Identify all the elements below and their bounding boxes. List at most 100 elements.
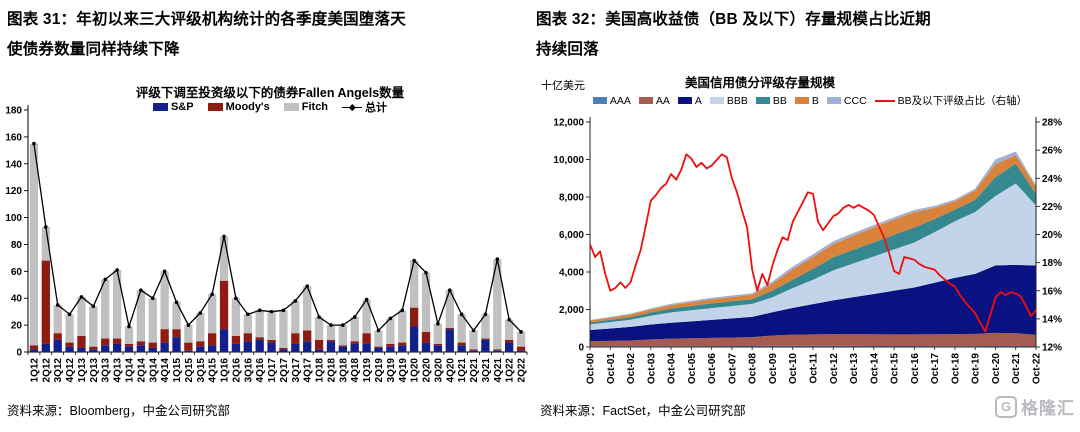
legend-swatch <box>709 97 724 104</box>
svg-text:120: 120 <box>5 186 22 197</box>
svg-text:4Q13: 4Q13 <box>113 358 124 383</box>
svg-text:2Q18: 2Q18 <box>326 358 337 383</box>
svg-text:2Q17: 2Q17 <box>279 358 290 383</box>
svg-text:Oct-07: Oct-07 <box>727 353 738 385</box>
legend-label: B <box>811 94 819 107</box>
left-chart-title: 评级下调至投资级以下的债券Fallen Angels数量 <box>135 86 405 100</box>
svg-text:6,000: 6,000 <box>559 230 584 241</box>
legend-item-BBB: BBB <box>709 95 748 107</box>
svg-text:Oct-13: Oct-13 <box>849 353 860 385</box>
svg-text:4Q20: 4Q20 <box>445 358 456 383</box>
svg-text:Oct-09: Oct-09 <box>768 353 779 385</box>
svg-text:12%: 12% <box>1042 343 1062 354</box>
svg-text:2Q19: 2Q19 <box>374 358 385 383</box>
svg-text:3Q21: 3Q21 <box>481 358 492 383</box>
svg-text:28%: 28% <box>1042 118 1062 129</box>
svg-text:3Q14: 3Q14 <box>148 358 159 383</box>
legend-label: AAA <box>609 94 631 107</box>
svg-text:1Q12: 1Q12 <box>29 358 40 383</box>
svg-text:Oct-16: Oct-16 <box>910 353 921 385</box>
svg-text:20%: 20% <box>1042 230 1062 241</box>
x-axis-labels: Oct-00 Oct-01 Oct-02 Oct-03 Oct-04 Oct-05 Oct-… <box>586 347 1043 384</box>
figure-32-header: 图表 32：美国高收益债（BB 及以下）存量规模占比近期 持续回落 <box>536 5 1076 65</box>
legend-label: Fitch <box>301 101 329 113</box>
svg-text:1Q20: 1Q20 <box>410 358 421 383</box>
legend-swatch-line <box>342 103 363 112</box>
svg-text:4Q18: 4Q18 <box>350 358 361 383</box>
svg-text:2Q13: 2Q13 <box>89 358 100 383</box>
svg-text:2,000: 2,000 <box>559 305 584 316</box>
svg-text:2Q14: 2Q14 <box>136 358 147 383</box>
svg-text:3Q12: 3Q12 <box>53 358 64 383</box>
svg-text:2Q16: 2Q16 <box>231 358 242 383</box>
svg-text:Oct-03: Oct-03 <box>646 353 657 385</box>
gelonghui-logo-icon: G <box>995 395 1017 418</box>
legend-item-CCC: CCC <box>826 94 867 107</box>
right-chart-unit-label: 十亿美元 <box>541 80 585 92</box>
credit-stock-area-chart: 02,0004,0006,0008,00010,00012,00012%14%1… <box>553 117 1062 384</box>
moodys-bars <box>29 260 526 351</box>
svg-text:18%: 18% <box>1042 258 1062 269</box>
legend-item-BB: BB <box>755 95 787 107</box>
right-chart-source: 资料来源：FactSet，中金公司研究部 <box>540 404 746 418</box>
svg-text:2Q15: 2Q15 <box>184 358 195 383</box>
svg-text:Oct-06: Oct-06 <box>707 353 718 385</box>
svg-text:160: 160 <box>5 132 22 143</box>
svg-text:16%: 16% <box>1042 286 1062 297</box>
svg-text:0: 0 <box>578 343 584 354</box>
svg-text:1Q18: 1Q18 <box>315 358 326 383</box>
legend-item-Moody's: Moody's <box>207 101 270 113</box>
fitch-bars <box>29 143 526 350</box>
legend-label: CCC <box>843 94 867 107</box>
area-A <box>590 264 1036 342</box>
svg-text:4Q16: 4Q16 <box>255 358 266 383</box>
svg-text:8,000: 8,000 <box>559 193 584 204</box>
svg-text:3Q18: 3Q18 <box>338 358 349 383</box>
figure-31-header: 图表 31：年初以来三大评级机构统计的各季度美国堕落天 使债券数量同样持续下降 <box>7 5 523 65</box>
legend-swatch <box>826 97 841 104</box>
svg-text:4Q14: 4Q14 <box>160 358 171 383</box>
svg-text:Oct-15: Oct-15 <box>890 353 901 385</box>
legend-item-Fitch: Fitch <box>283 101 329 113</box>
svg-text:3Q19: 3Q19 <box>386 358 397 383</box>
svg-text:Oct-21: Oct-21 <box>1011 353 1022 385</box>
svg-text:2Q22: 2Q22 <box>517 358 528 383</box>
svg-text:22%: 22% <box>1042 202 1062 213</box>
svg-text:Oct-12: Oct-12 <box>829 353 840 385</box>
svg-text:Oct-10: Oct-10 <box>788 353 799 385</box>
legend-swatch <box>677 97 692 104</box>
legend-item-A: A <box>677 95 702 107</box>
legend-item-BB及以下评级占比（右轴）: BB及以下评级占比（右轴） <box>874 93 1027 108</box>
svg-text:Oct-19: Oct-19 <box>971 353 982 385</box>
svg-text:Oct-17: Oct-17 <box>930 353 941 385</box>
svg-text:Oct-11: Oct-11 <box>809 353 820 384</box>
svg-text:10,000: 10,000 <box>553 155 584 166</box>
left-chart-source: 资料来源：Bloomberg，中金公司研究部 <box>7 404 230 418</box>
legend-swatch <box>755 97 770 104</box>
svg-text:2Q20: 2Q20 <box>422 358 433 383</box>
x-axis-labels: 1Q12 2Q12 3Q12 4Q12 1Q13 2Q13 3Q13 4Q13 1Q14 2Q14… <box>29 358 527 383</box>
svg-text:Oct-00: Oct-00 <box>586 353 597 385</box>
legend-swatch-line <box>874 96 895 105</box>
svg-text:3Q16: 3Q16 <box>243 358 254 383</box>
svg-text:1Q21: 1Q21 <box>457 358 468 383</box>
right-chart-title: 美国信用债分评级存量规模 <box>684 76 835 90</box>
svg-text:Oct-04: Oct-04 <box>667 353 678 385</box>
legend-swatch <box>152 103 168 111</box>
svg-text:Oct-08: Oct-08 <box>748 353 759 385</box>
svg-text:4Q21: 4Q21 <box>493 358 504 383</box>
svg-text:80: 80 <box>11 240 23 251</box>
area-BBB <box>590 183 1036 331</box>
legend-label: Moody's <box>225 101 270 113</box>
svg-text:Oct-14: Oct-14 <box>869 353 880 385</box>
svg-text:12,000: 12,000 <box>553 118 584 129</box>
svg-text:1Q19: 1Q19 <box>362 358 373 383</box>
sp-bars <box>29 326 526 352</box>
svg-text:4Q12: 4Q12 <box>65 358 76 383</box>
svg-text:20: 20 <box>11 321 23 332</box>
right-axis-ticks: 12% 14% 16% 18% 20% 22% 24% 26% 28% <box>1036 118 1062 354</box>
legend-item-S&P: S&P <box>152 101 194 113</box>
svg-text:3Q13: 3Q13 <box>101 358 112 383</box>
legend-swatch <box>638 97 653 104</box>
